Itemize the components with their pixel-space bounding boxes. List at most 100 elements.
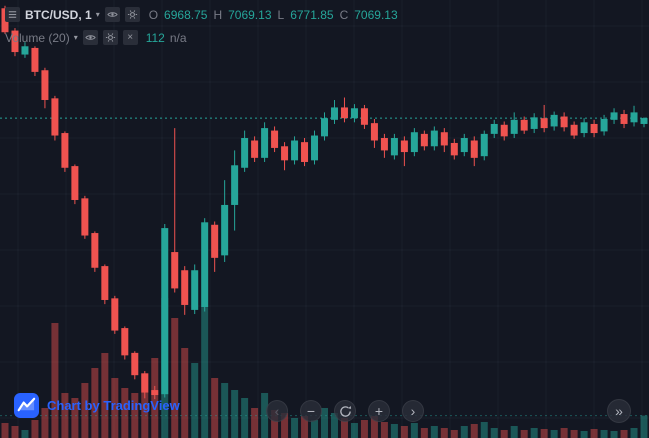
volume-bar: [221, 383, 229, 438]
candle-body: [61, 133, 69, 168]
volume-bar: [520, 430, 528, 438]
volume-bar: [640, 415, 648, 438]
candle-body: [590, 123, 598, 134]
jump-to-latest-button[interactable]: »: [607, 399, 631, 423]
indicator-settings-button[interactable]: [102, 30, 118, 45]
volume-bar: [101, 353, 109, 438]
candle-body: [630, 112, 638, 123]
open-value: 6968.75: [164, 7, 208, 22]
candle-body: [71, 166, 79, 200]
candle-body: [1, 8, 9, 33]
candle-body: [530, 117, 538, 129]
candle-body: [500, 124, 508, 137]
volume-bar: [211, 378, 219, 438]
volume-bar: [440, 428, 448, 438]
candle-body: [311, 135, 319, 161]
volume-bar: [121, 388, 129, 438]
zoom-out-button[interactable]: −: [300, 400, 322, 422]
candle-body: [470, 140, 478, 158]
volume-bar: [350, 423, 358, 438]
candle-body: [450, 142, 458, 156]
volume-bar: [21, 430, 29, 438]
volume-bar: [251, 408, 259, 438]
volume-bar: [311, 420, 319, 438]
volume-bar: [1, 423, 9, 438]
volume-bar: [31, 420, 39, 438]
candle-body: [31, 47, 39, 72]
candle-body: [181, 270, 189, 305]
volume-bar: [301, 416, 309, 438]
candle-body: [201, 222, 209, 308]
indicator-value: 112: [145, 30, 165, 45]
attribution-bar: Chart by TradingView: [14, 393, 180, 418]
chart-menu-button[interactable]: [5, 7, 20, 22]
tradingview-logo[interactable]: [14, 393, 39, 418]
volume-bar: [241, 398, 249, 438]
volume-bar: [370, 416, 378, 438]
indicator-remove-button[interactable]: ×: [122, 30, 138, 45]
indicator-title[interactable]: Volume (20): [5, 30, 70, 45]
volume-bar: [291, 418, 299, 438]
candle-body: [301, 142, 309, 162]
scroll-left-button[interactable]: ‹: [266, 400, 288, 422]
volume-bar: [610, 431, 618, 438]
volume-bar: [171, 318, 179, 438]
close-label: C: [339, 7, 349, 22]
candle-body: [101, 266, 109, 300]
candle-body: [321, 118, 328, 137]
candle-body: [21, 46, 29, 55]
candle-body: [251, 140, 259, 158]
volume-bar: [590, 429, 598, 438]
zoom-in-button[interactable]: +: [368, 400, 390, 422]
volume-bar: [71, 398, 79, 438]
candle-body: [11, 30, 19, 53]
candle-body: [51, 98, 59, 136]
gear-icon: [127, 10, 137, 19]
volume-bar: [61, 393, 69, 438]
candle-body: [560, 116, 568, 128]
candle-body: [91, 233, 99, 268]
volume-bar: [131, 393, 139, 438]
volume-bar: [600, 430, 608, 438]
symbol-settings-button[interactable]: [124, 7, 140, 22]
candle-body: [111, 298, 119, 331]
symbol-title[interactable]: BTC/USD, 1: [25, 7, 92, 22]
high-value: 7069.13: [228, 7, 272, 22]
candle-body: [151, 390, 159, 396]
volume-bar: [380, 422, 388, 438]
volume-bar: [330, 413, 338, 438]
volume-bar: [630, 428, 638, 438]
indicator-visibility-button[interactable]: [82, 30, 98, 45]
chart-nav-controls: ‹ − + ›: [266, 400, 424, 422]
volume-bar: [470, 424, 478, 438]
volume-bar: [231, 390, 239, 438]
volume-bar: [91, 368, 99, 438]
candle-body: [540, 118, 548, 129]
candle-body: [360, 108, 368, 125]
volume-bar: [550, 430, 558, 438]
volume-bar: [321, 408, 328, 438]
indicator-secondary-value: n/a: [169, 30, 187, 45]
eye-icon: [106, 12, 118, 17]
volume-bar: [81, 383, 89, 438]
chart-by-tradingview-link[interactable]: Chart by TradingView: [47, 398, 180, 413]
close-icon: ×: [127, 31, 134, 43]
candle-body: [370, 123, 378, 141]
candle-body: [131, 352, 139, 376]
reset-chart-button[interactable]: [334, 400, 356, 422]
candle-body: [81, 198, 89, 236]
candle-body: [420, 133, 428, 147]
chevron-down-icon[interactable]: ▾: [95, 10, 100, 19]
candle-body: [291, 140, 299, 161]
candle-body: [121, 328, 129, 356]
toggle-visibility-button[interactable]: [104, 7, 120, 22]
candle-body: [640, 118, 648, 124]
low-label: L: [277, 7, 285, 22]
scroll-right-button[interactable]: ›: [402, 400, 424, 422]
volume-bar: [500, 430, 508, 438]
candle-body: [550, 114, 558, 127]
chevron-down-icon[interactable]: ▾: [73, 33, 78, 42]
candle-body: [460, 138, 468, 153]
